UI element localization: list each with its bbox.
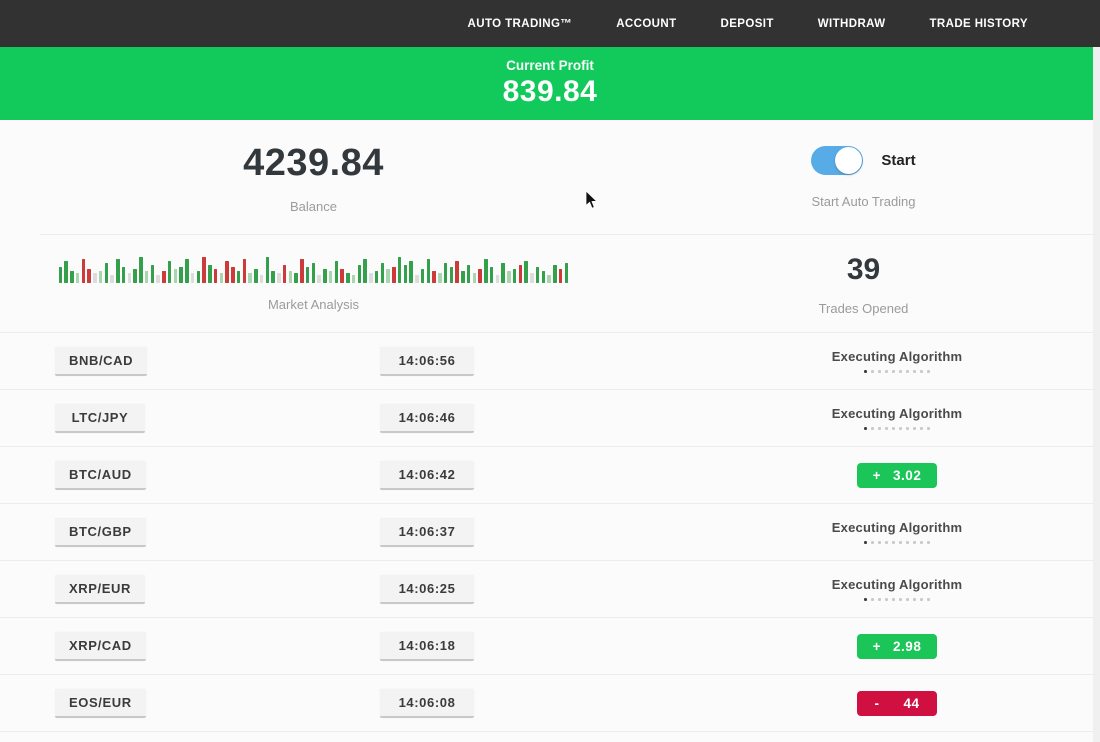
profit-badge: +3.02	[857, 462, 937, 488]
trade-status: +2.98	[797, 618, 997, 674]
pair-chip: LTC/JPY	[55, 404, 145, 433]
trade-status: Executing Algorithm	[797, 333, 997, 389]
current-profit-banner: Current Profit 839.84	[0, 47, 1100, 120]
table-row: BTC/GBP 14:06:37 Executing Algorithm	[0, 504, 1100, 561]
trade-status: Executing Algorithm	[797, 561, 997, 617]
table-row: LTC/JPY 14:06:46 Executing Algorithm	[0, 390, 1100, 447]
nav-withdraw[interactable]: WITHDRAW	[817, 17, 886, 30]
current-profit-value: 839.84	[502, 75, 598, 108]
auto-trading-toggle-block: Start Start Auto Trading	[627, 120, 1100, 234]
trade-status: +3.02	[797, 447, 997, 503]
pair-chip: EOS/EUR	[55, 689, 146, 718]
trade-status: -44	[797, 675, 997, 731]
section-divider	[40, 234, 1100, 235]
pair-chip: BTC/GBP	[55, 518, 146, 547]
table-row: XRP/EUR 14:06:25 Executing Algorithm	[0, 561, 1100, 618]
balance-block: 4239.84 Balance	[0, 120, 627, 234]
balance-value: 4239.84	[243, 142, 384, 184]
pair-chip: BTC/AUD	[55, 461, 146, 490]
top-navigation: AUTO TRADING™ ACCOUNT DEPOSIT WITHDRAW T…	[0, 0, 1100, 47]
trade-status: Executing Algorithm	[797, 390, 997, 446]
toggle-knob-icon	[835, 147, 863, 174]
table-row: EOS/EUR 14:06:08 -44	[0, 675, 1100, 732]
nav-auto-trading[interactable]: AUTO TRADING™	[467, 17, 573, 30]
auto-trading-toggle[interactable]	[811, 146, 864, 175]
time-chip: 14:06:25	[380, 575, 474, 604]
account-summary-section: 4239.84 Balance Start Start Auto Trading	[0, 120, 1100, 234]
nav-deposit[interactable]: DEPOSIT	[720, 17, 774, 30]
balance-label: Balance	[290, 199, 337, 214]
executing-algorithm-label: Executing Algorithm	[831, 406, 963, 422]
progress-dots-icon	[864, 541, 930, 544]
time-chip: 14:06:56	[380, 347, 474, 376]
current-profit-label: Current Profit	[506, 58, 594, 73]
time-chip: 14:06:42	[380, 461, 474, 490]
executing-algorithm-label: Executing Algorithm	[831, 520, 963, 536]
pair-chip: BNB/CAD	[55, 347, 148, 376]
time-chip: 14:06:37	[380, 518, 474, 547]
trades-table: BNB/CAD 14:06:56 Executing Algorithm LTC…	[0, 332, 1100, 732]
progress-dots-icon	[864, 427, 930, 430]
toggle-label: Start	[881, 152, 916, 169]
time-chip: 14:06:08	[380, 689, 474, 718]
market-analysis-chart	[58, 249, 569, 283]
time-chip: 14:06:18	[380, 632, 474, 661]
nav-trade-history[interactable]: TRADE HISTORY	[929, 17, 1028, 30]
time-chip: 14:06:46	[380, 404, 474, 433]
executing-algorithm-label: Executing Algorithm	[831, 577, 963, 593]
trades-opened-value: 39	[846, 253, 881, 286]
loss-badge: -44	[857, 690, 937, 716]
market-analysis-label: Market Analysis	[267, 297, 360, 312]
market-analysis-block: Market Analysis	[0, 249, 627, 316]
progress-dots-icon	[864, 370, 930, 373]
progress-dots-icon	[864, 598, 930, 601]
pair-chip: XRP/EUR	[55, 575, 145, 604]
table-row: BTC/AUD 14:06:42 +3.02	[0, 447, 1100, 504]
table-row: BNB/CAD 14:06:56 Executing Algorithm	[0, 332, 1100, 390]
trades-opened-label: Trades Opened	[818, 301, 909, 316]
pair-chip: XRP/CAD	[55, 632, 146, 661]
executing-algorithm-label: Executing Algorithm	[831, 349, 963, 365]
nav-account[interactable]: ACCOUNT	[616, 17, 677, 30]
profit-badge: +2.98	[857, 633, 937, 659]
market-analysis-section: Market Analysis 39 Trades Opened	[0, 235, 1100, 332]
trade-status: Executing Algorithm	[797, 504, 997, 560]
trades-opened-block: 39 Trades Opened	[627, 249, 1100, 316]
toggle-sublabel: Start Auto Trading	[811, 194, 916, 209]
table-row: XRP/CAD 14:06:18 +2.98	[0, 618, 1100, 675]
scrollbar-track[interactable]	[1093, 47, 1100, 742]
